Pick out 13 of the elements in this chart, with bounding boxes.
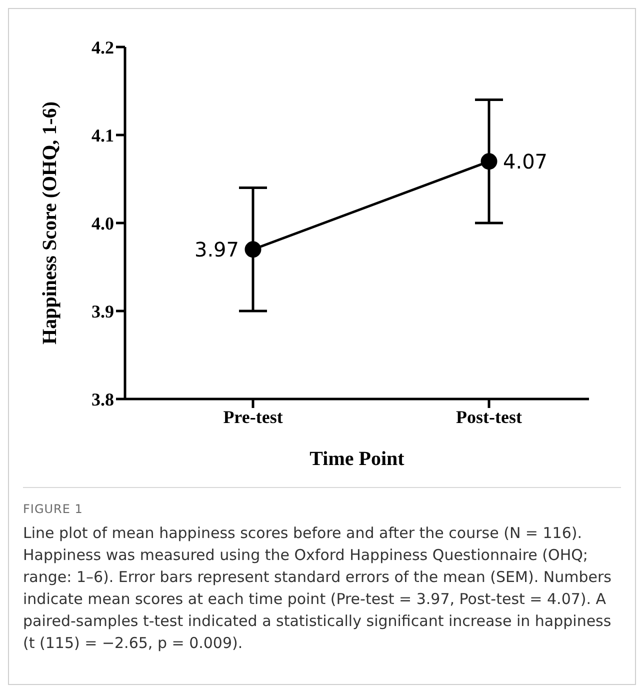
x-tick-label: Post-test [456, 406, 522, 427]
y-axis-title: Happiness Score (OHQ, 1-6) [39, 102, 62, 344]
y-tick-label: 4.1 [92, 125, 114, 146]
y-tick-label: 3.9 [92, 301, 114, 322]
y-tick-label: 3.8 [92, 389, 114, 410]
y-tick-label: 4.2 [92, 37, 114, 58]
data-label: 4.07 [503, 149, 548, 174]
y-tick-label: 4.0 [92, 213, 114, 234]
x-tick-label: Pre-test [223, 406, 283, 427]
x-axis-title: Time Point [310, 448, 405, 470]
text: Line plot of mean happiness scores before and after the course (N = 116). Happiness was measured using the Oxford Happiness Questionnaire (OHQ; range: 1–6). Error bars represent standard errors of the mean (SEM). Numbers indicate mean scores at each time point (Pre-test = 3.97, Post-test = 4.07). A paired-samples t-test indicated a statistically significant increase in happiness (t (115) = −2.65, p = 0.009). [23, 523, 612, 654]
data-label: 3.97 [194, 237, 239, 262]
caption: FIGURE 1 [23, 502, 84, 516]
